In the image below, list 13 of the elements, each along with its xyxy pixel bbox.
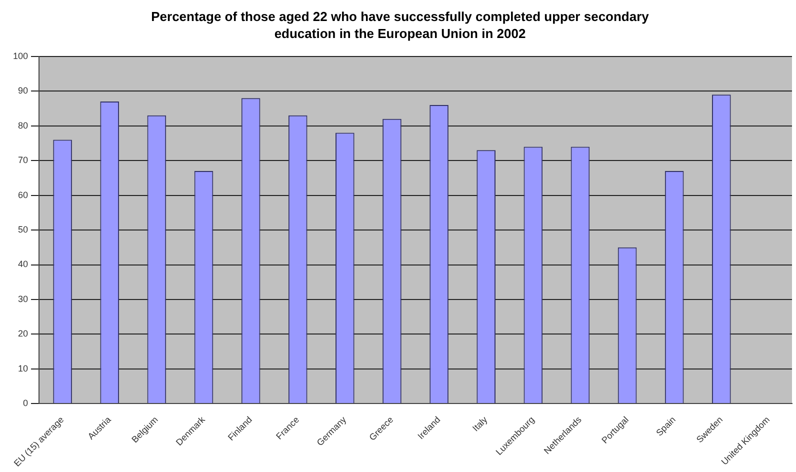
y-tick-label: 70 xyxy=(18,155,28,166)
y-tick-label: 20 xyxy=(18,328,28,339)
y-tick-label: 80 xyxy=(18,120,28,130)
y-tick-label: 60 xyxy=(18,190,28,200)
y-tick-label: 40 xyxy=(18,259,28,270)
y-tick-label: 0 xyxy=(23,398,28,408)
y-tick-label: 90 xyxy=(18,86,28,96)
x-tick-label: Italy xyxy=(470,414,490,434)
chart-title: Percentage of those aged 22 who have successfully completed upper secondary education in the European Union in 2002 xyxy=(150,8,650,42)
y-tick-label: 50 xyxy=(18,224,28,235)
y-tick-label: 10 xyxy=(18,363,28,374)
y-tick-label: 30 xyxy=(18,294,28,304)
y-tick-label: 100 xyxy=(12,50,28,61)
